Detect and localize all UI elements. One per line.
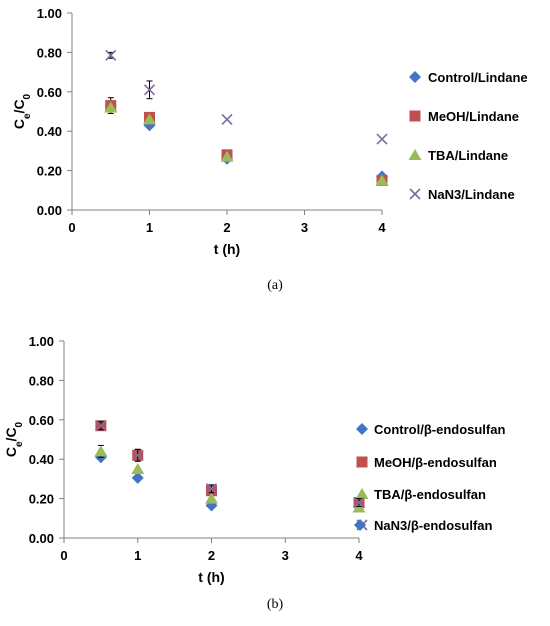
- y-axis-title-base: C: [11, 119, 27, 129]
- chart-panel-2: 0.000.200.400.600.801.000 1 2 3 4t (h)Ce/C0 C…: [3, 334, 505, 612]
- y-tick-label: 0.80: [37, 45, 62, 60]
- x-axis-title: t (h): [198, 569, 224, 585]
- legend-label: Control/β-endosulfan: [374, 422, 505, 437]
- data-point-x: [132, 449, 144, 461]
- series-square: [105, 97, 388, 186]
- x-tick-label: 1: [146, 220, 153, 235]
- y-axis-title-sep: /C: [11, 99, 27, 113]
- legend-marker-diamond: [356, 423, 368, 435]
- x-tick-label: 4: [355, 548, 363, 563]
- figure-caption: (b): [267, 597, 284, 612]
- y-axis-title-base: C: [3, 447, 19, 457]
- chart-panel-1: 0.000.200.400.600.801.000 1 2 3 4t (h)Ce/C0C…: [11, 6, 528, 293]
- x-tick-label: 2: [208, 548, 215, 563]
- legend-marker-square: [356, 456, 368, 468]
- data-point-x: [143, 84, 156, 96]
- legend-marker-x: [409, 188, 421, 200]
- y-axis-title-sub2: 0: [22, 93, 33, 99]
- y-axis-title-sub1: e: [22, 113, 33, 119]
- y-tick-label: 1.00: [37, 6, 62, 21]
- y-tick-label: 0.60: [29, 413, 54, 428]
- data-point-diamond: [131, 471, 144, 484]
- data-point-x: [95, 420, 107, 432]
- x-tick-label: 1: [134, 548, 141, 563]
- y-tick-label: 0.00: [29, 531, 54, 546]
- legend-label: MeOH/β-endosulfan: [374, 455, 497, 470]
- x-tick-label: 4: [378, 220, 386, 235]
- data-point-triangle: [375, 174, 389, 186]
- data-point-triangle: [131, 463, 145, 475]
- data-point-triangle: [205, 492, 218, 504]
- y-axis-title: Ce/C0: [3, 421, 25, 457]
- legend-label: NaN3/Lindane: [428, 187, 515, 202]
- legend-marker-overlap-diamond: [354, 519, 366, 531]
- data-point-triangle: [104, 101, 118, 113]
- series-x: [105, 49, 388, 145]
- y-tick-label: 0.00: [37, 203, 62, 218]
- y-tick-label: 1.00: [29, 334, 54, 349]
- figure-caption: (a): [267, 278, 283, 293]
- data-point-x: [205, 483, 218, 495]
- series-triangle: [94, 444, 366, 513]
- x-axis-title: t (h): [214, 241, 240, 257]
- data-point-triangle: [220, 150, 234, 162]
- series-triangle: [104, 101, 389, 186]
- series-x: [95, 420, 365, 509]
- legend-marker-diamond: [409, 71, 421, 83]
- y-axis-title: Ce/C0: [11, 93, 33, 129]
- y-tick-label: 0.20: [37, 164, 62, 179]
- y-axis-title-sub1: e: [14, 441, 25, 447]
- data-point-x: [376, 133, 388, 145]
- x-tick-label: 0: [68, 220, 75, 235]
- y-axis-title-sep: /C: [3, 427, 19, 441]
- x-tick-label: 0: [60, 548, 67, 563]
- x-tick-label: 3: [301, 220, 308, 235]
- data-point-triangle: [94, 445, 108, 457]
- legend-label: TBA/β-endosulfan: [374, 487, 486, 502]
- legend-label: Control/Lindane: [428, 70, 528, 85]
- y-tick-label: 0.20: [29, 492, 54, 507]
- series-square: [95, 420, 365, 509]
- y-tick-label: 0.60: [37, 85, 62, 100]
- y-axis-title-sub2: 0: [14, 421, 25, 427]
- data-point-x: [105, 49, 117, 61]
- legend-label: MeOH/Lindane: [428, 109, 519, 124]
- data-point-triangle: [143, 113, 156, 125]
- y-tick-label: 0.80: [29, 373, 54, 388]
- legend-label: NaN3/β-endosulfan: [374, 518, 493, 533]
- y-tick-label: 0.40: [29, 452, 54, 467]
- legend-label: TBA/Lindane: [428, 148, 508, 163]
- y-tick-label: 0.40: [37, 124, 62, 139]
- x-tick-label: 2: [223, 220, 230, 235]
- data-point-x: [221, 113, 233, 125]
- legend-marker-triangle: [355, 488, 369, 499]
- legend-marker-square: [409, 110, 421, 122]
- data-point-x: [353, 496, 365, 509]
- legend-marker-triangle: [408, 149, 422, 160]
- x-tick-label: 3: [282, 548, 289, 563]
